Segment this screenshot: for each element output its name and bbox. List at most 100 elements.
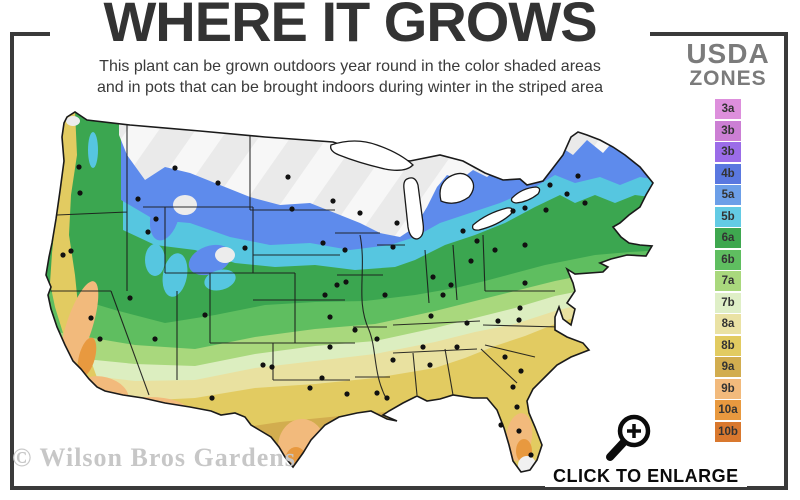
city-dot	[460, 228, 466, 234]
city-dot	[127, 295, 133, 301]
city-dot	[97, 336, 103, 342]
city-dot	[76, 164, 82, 170]
city-dot	[502, 354, 508, 360]
city-dot	[269, 364, 275, 370]
lake-huron	[439, 172, 475, 204]
city-dot	[152, 336, 158, 342]
city-dot	[384, 395, 390, 401]
page-title: WHERE IT GROWS	[50, 0, 650, 53]
city-dot	[60, 252, 66, 258]
city-dot	[202, 312, 208, 318]
lake-michigan	[403, 177, 425, 240]
zone-swatch-7a: 7a	[715, 271, 741, 291]
zone-swatch-7b: 7b	[715, 292, 741, 313]
city-dot	[575, 173, 581, 179]
city-dot	[516, 428, 522, 434]
city-dot	[464, 320, 470, 326]
city-dot	[320, 240, 326, 246]
zone-swatch-5a: 5a	[715, 185, 741, 205]
city-dot	[390, 357, 396, 363]
zone-swatch-10a: 10a	[715, 400, 741, 420]
city-dot	[427, 362, 433, 368]
city-dot	[334, 282, 340, 288]
city-dot	[319, 375, 325, 381]
city-dot	[289, 206, 295, 212]
city-dot	[454, 344, 460, 350]
city-dot	[543, 207, 549, 213]
magnifier-plus-icon[interactable]	[602, 410, 662, 468]
zone-swatch-10b: 10b	[715, 421, 741, 442]
city-dot	[394, 220, 400, 226]
city-dot	[495, 318, 501, 324]
city-dot	[344, 391, 350, 397]
city-dot	[382, 292, 388, 298]
legend-title-zones: ZONES	[689, 67, 767, 90]
zone-swatch-5b: 5b	[715, 206, 741, 227]
city-dot	[242, 245, 248, 251]
zone-swatch-6a: 6a	[715, 228, 741, 248]
lake-superior	[330, 140, 414, 171]
city-dot	[145, 229, 151, 235]
city-dot	[307, 385, 313, 391]
state-borders	[51, 125, 561, 401]
city-dot	[528, 452, 534, 458]
city-dot	[342, 247, 348, 253]
city-dot	[474, 238, 480, 244]
lake-ontario	[510, 186, 541, 204]
city-dot	[430, 274, 436, 280]
zone-swatch-9b: 9b	[715, 378, 741, 399]
city-dot	[285, 174, 291, 180]
great-lakes	[330, 140, 541, 240]
city-dot	[77, 190, 83, 196]
city-dot	[374, 390, 380, 396]
watermark: © Wilson Bros Gardens	[12, 443, 296, 472]
city-dot	[522, 205, 528, 211]
hardiness-zone-map[interactable]	[15, 95, 665, 490]
city-dot	[510, 208, 516, 214]
city-dot	[88, 315, 94, 321]
zone-swatch-3b: 3b	[715, 142, 741, 162]
zone-swatch-6b: 6b	[715, 249, 741, 270]
city-dot	[327, 314, 333, 320]
lake-erie	[471, 207, 513, 231]
us-outline	[45, 111, 654, 473]
city-dot	[260, 362, 266, 368]
city-dot	[428, 313, 434, 319]
city-dot	[448, 282, 454, 288]
subtitle-line-1: This plant can be grown outdoors year ro…	[99, 58, 601, 75]
city-dot	[547, 182, 553, 188]
click-to-enlarge-button[interactable]: CLICK TO ENLARGE	[545, 466, 747, 487]
city-dot	[517, 305, 523, 311]
city-dot	[492, 247, 498, 253]
city-dot	[209, 395, 215, 401]
city-dot	[516, 317, 522, 323]
city-dot	[374, 336, 380, 342]
city-dot	[343, 279, 349, 285]
city-dot	[420, 344, 426, 350]
city-dot	[522, 280, 528, 286]
city-dot	[322, 292, 328, 298]
city-dot	[68, 248, 74, 254]
zone-swatch-8b: 8b	[715, 335, 741, 356]
city-dot	[514, 404, 520, 410]
zone-swatch-8a: 8a	[715, 314, 741, 334]
zone-swatch-3a: 3a	[715, 99, 741, 119]
city-dot	[522, 242, 528, 248]
city-dot	[440, 292, 446, 298]
city-dot	[390, 244, 396, 250]
legend-title-usda: USDA	[686, 38, 770, 69]
subtitle-line-2: and in pots that can be brought indoors …	[96, 79, 604, 96]
city-dot	[215, 180, 221, 186]
city-dot	[468, 258, 474, 264]
legend-swatch-list: 3a 3b 3b 4b 5a 5b 6a 6b 7a 7b 8a 8b 9a 9b 10a 10b	[676, 99, 780, 442]
zone-swatch-9a: 9a	[715, 357, 741, 377]
zone-swatch-4b: 4b	[715, 163, 741, 184]
city-dot	[153, 216, 159, 222]
city-dot	[357, 210, 363, 216]
page-subtitle: This plant can be grown outdoors year ro…	[45, 56, 655, 98]
city-dot	[352, 327, 358, 333]
city-dots	[60, 164, 588, 458]
city-dot	[330, 198, 336, 204]
city-dot	[510, 384, 516, 390]
zone-swatch-3b: 3b	[715, 120, 741, 141]
